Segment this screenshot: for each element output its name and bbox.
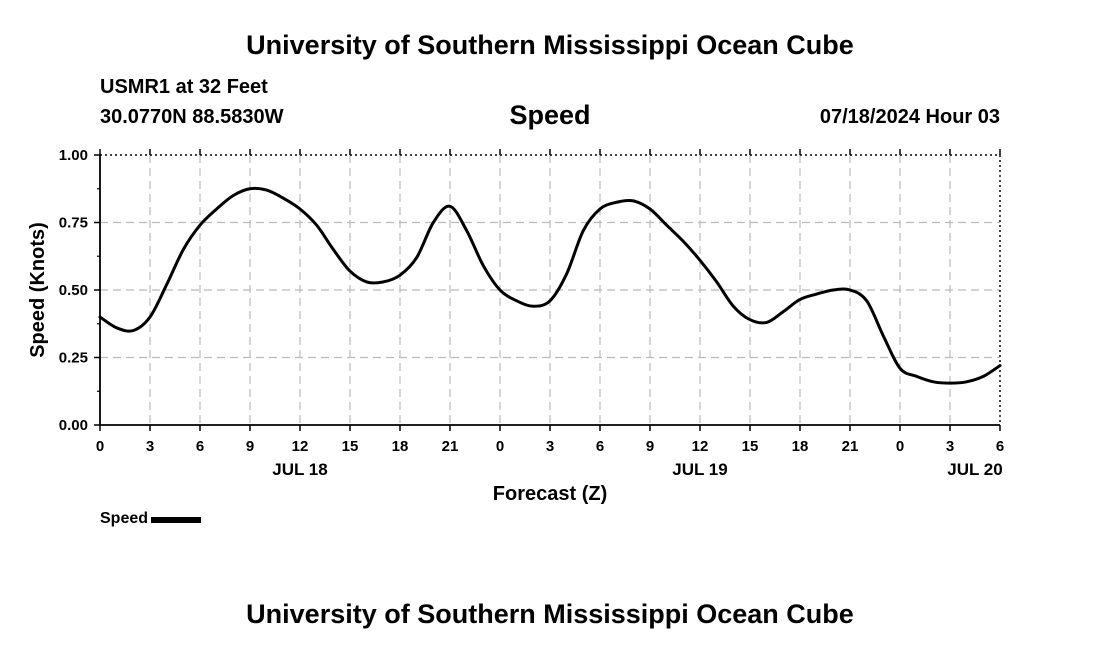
y-tick-label: 1.00 [59,147,88,164]
legend-swatch [151,517,202,523]
x-tick-label: 0 [496,438,504,455]
x-tick-label: 0 [96,438,104,455]
series-line-speed [98,186,1002,385]
x-tick-label: 12 [692,438,709,455]
day-label: JUL 18 [272,460,327,479]
coordinates-label: 30.0770N 88.5830W [100,106,284,128]
y-axis-label: Speed (Knots) [27,222,49,358]
x-tick-label: 9 [246,438,254,455]
x-tick-label: 6 [596,438,604,455]
y-tick-label: 0.75 [59,215,88,232]
axes [94,149,1001,431]
x-tick-label: 12 [292,438,309,455]
x-tick-label: 3 [946,438,954,455]
x-tick-label: 15 [742,438,759,455]
tick-labels: 0 3 6 9 12 15 18 21 0 3 6 9 12 15 18 21 0 3 6 0.00 0.25 0.50 0… [59,147,1004,479]
x-tick-label: 9 [646,438,654,455]
x-tick-label: 6 [996,438,1004,455]
y-tick-label: 0.00 [59,417,88,434]
parameter-title: Speed [509,100,591,130]
datetime-label: 07/18/2024 Hour 03 [819,106,1000,128]
day-label: JUL 20 [947,460,1002,479]
legend: Speed [100,510,202,528]
x-tick-label: 18 [392,438,409,455]
chart-title: University of Southern Mississippi Ocean… [246,30,854,60]
y-tick-label: 0.25 [59,350,88,367]
x-axis-label: Forecast (Z) [493,483,607,505]
day-label: JUL 19 [672,460,727,479]
grid [100,155,1000,425]
legend-label: Speed [100,510,149,527]
x-tick-label: 15 [342,438,359,455]
series [98,186,1002,385]
footer-title: University of Southern Mississippi Ocean… [246,599,854,629]
y-tick-label: 0.50 [59,282,88,299]
x-tick-label: 3 [146,438,154,455]
station-label: USMR1 at 32 Feet [100,76,268,98]
x-tick-label: 3 [546,438,554,455]
x-tick-label: 21 [842,438,859,455]
x-tick-label: 0 [896,438,904,455]
x-tick-label: 21 [442,438,459,455]
x-tick-label: 6 [196,438,204,455]
x-tick-label: 18 [792,438,809,455]
